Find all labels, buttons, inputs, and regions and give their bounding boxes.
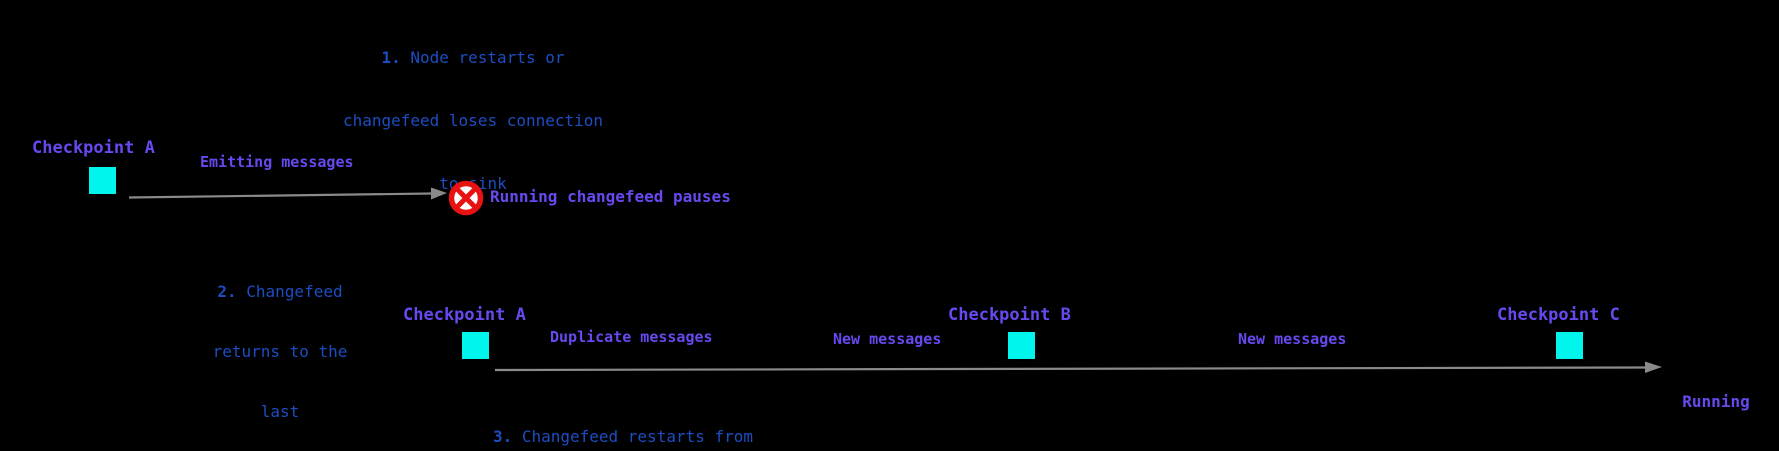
t1-checkpoint-a-label: Checkpoint A (32, 138, 155, 158)
changefeed-pause-error-icon (448, 180, 484, 216)
timeline-2-arrow (494, 361, 1662, 373)
t2-new-messages-2-label: New messages (1238, 330, 1347, 348)
step2-note: 2.Changefeed returns to the last checkpo… (180, 242, 380, 451)
timeline-1-arrow (128, 187, 447, 200)
step3-number: 3. (492, 427, 513, 446)
t2-checkpoint-b-label: Checkpoint B (948, 305, 1071, 325)
step2-line3: last (260, 402, 300, 421)
t2-checkpoint-c-label: Checkpoint C (1497, 305, 1620, 325)
step1-line2: changefeed loses connection (342, 111, 604, 130)
t2-checkpoint-a-marker (462, 332, 489, 359)
step2-line1: 2. Changefeed (217, 282, 343, 301)
t2-checkpoint-b-marker (1008, 332, 1035, 359)
step2-number: 2. (217, 282, 237, 301)
t2-checkpoint-c-marker (1556, 332, 1583, 359)
step3-note: 3.Changefeed restarts from last checkpoi… (423, 384, 823, 451)
step1-note: 1. Node restarts or changefeed loses conn… (273, 5, 673, 236)
t2-resume-line1: Running (1682, 392, 1750, 411)
t2-checkpoint-a-label: Checkpoint A (403, 305, 526, 325)
t1-checkpoint-a-marker (89, 167, 116, 194)
step2-line2: returns to the (212, 342, 348, 361)
t1-pause-label: Running changefeed pauses (490, 187, 731, 206)
step3-line1: 3. Changefeed restarts from (492, 427, 754, 446)
step1-number: 1. (381, 48, 401, 67)
t2-resume-label: Running changefeed resumes (1659, 352, 1773, 451)
t1-emitting-messages-label: Emitting messages (200, 153, 354, 171)
step1-line1: 1. Node restarts or (381, 48, 565, 67)
t2-duplicate-messages-label: Duplicate messages (550, 328, 713, 346)
t2-new-messages-1-label: New messages (833, 330, 942, 348)
